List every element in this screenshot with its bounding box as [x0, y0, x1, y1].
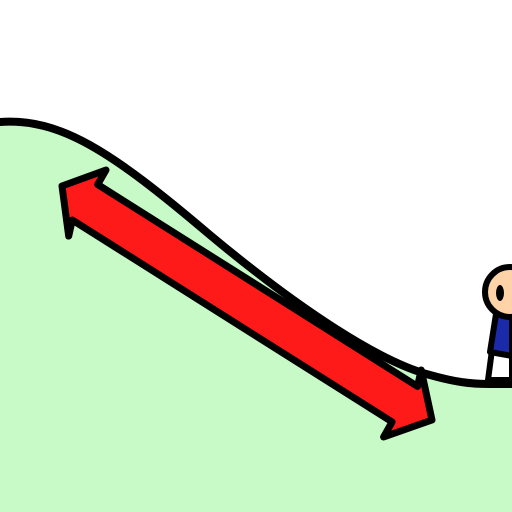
slope-arrow-icon: [58, 166, 436, 441]
player-character: [482, 264, 512, 383]
hill-outline: [0, 117, 512, 388]
character-shirt: [487, 311, 512, 359]
character-eye: [496, 285, 504, 301]
slope-arrow-shape: [58, 166, 436, 441]
